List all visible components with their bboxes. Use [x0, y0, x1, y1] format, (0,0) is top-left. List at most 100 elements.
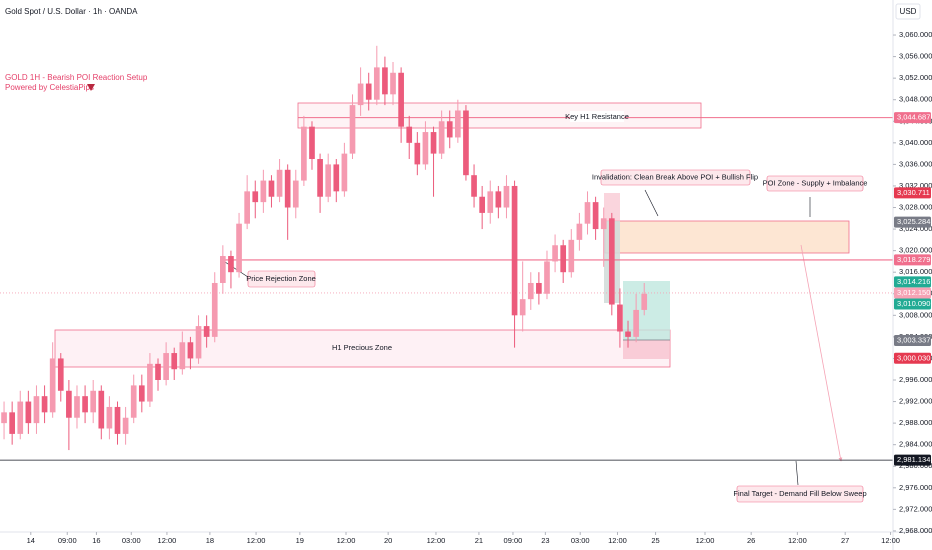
- candle-body: [66, 390, 72, 418]
- candle-body: [244, 191, 250, 224]
- candle-body: [138, 385, 145, 402]
- subtitle: GOLD 1H - Bearish POI Reaction Setup: [5, 73, 148, 82]
- currency-box: [895, 3, 921, 20]
- notes: Key H1 Resistance Invalidation: Clean Br…: [5, 7, 868, 503]
- x-tick-label: 09:00: [504, 536, 523, 545]
- annotation: Price Rejection Zone: [246, 274, 316, 283]
- candle-body: [560, 245, 567, 273]
- candle-body: [406, 126, 413, 143]
- x-tick-label: 12:00: [337, 536, 356, 545]
- price-label-box: [894, 112, 931, 124]
- x-tick-label: 03:00: [122, 536, 141, 545]
- candle-body: [357, 83, 364, 106]
- annotation: Key H1 Resistance: [565, 112, 629, 121]
- candle-body: [430, 132, 437, 154]
- candle-body: [114, 406, 121, 434]
- annotation: Invalidation: Clean Break Above POI + Bu…: [592, 172, 758, 181]
- price-label-box: [894, 454, 931, 466]
- x-tick-label: 20: [384, 536, 392, 545]
- price-label: 3,012.150: [897, 288, 930, 297]
- x-tick-label: 25: [651, 536, 659, 545]
- candle-body: [390, 72, 396, 95]
- y-tick-label: 3,040.000: [899, 138, 932, 147]
- pointer: [795, 460, 799, 486]
- candle-body: [276, 169, 283, 197]
- price-label-box: [894, 216, 931, 228]
- price-label-box: [894, 298, 931, 310]
- x-tick-label: 03:00: [571, 536, 590, 545]
- label-bg: [570, 111, 624, 122]
- x-tick-label: 21: [475, 536, 483, 545]
- y-tick-label: 2,968.000: [899, 526, 932, 535]
- candle-body: [211, 282, 218, 337]
- candle-body: [82, 396, 88, 413]
- x-tick-label: 26: [747, 536, 755, 545]
- candle-body: [9, 412, 15, 434]
- y-tick-label: 2,992.000: [899, 397, 932, 406]
- candle-body: [228, 256, 234, 273]
- candle-body: [333, 164, 340, 192]
- y-tick-label: 2,984.000: [899, 440, 932, 449]
- candle-body: [552, 245, 558, 262]
- candle-body: [187, 342, 194, 359]
- y-tick-label: 2,996.000: [899, 375, 932, 384]
- icon: [87, 84, 95, 91]
- price-label: 3,000.030: [897, 353, 930, 362]
- poi-zone: [604, 220, 850, 254]
- price-label: 3,044.687: [897, 113, 930, 122]
- y-tick-label: 2,988.000: [899, 418, 932, 427]
- y-tick-label: 3,008.000: [899, 310, 932, 319]
- candle-body: [220, 256, 226, 283]
- price-label-box: [894, 276, 931, 288]
- price-label: 3,030.711: [897, 188, 930, 197]
- candle-body: [33, 396, 40, 424]
- candle-body: [268, 180, 275, 197]
- candle-body: [203, 326, 210, 337]
- y-tick-label: 3,020.000: [899, 246, 932, 255]
- price-label: 3,025.284: [897, 217, 930, 226]
- x-tick-label: 19: [296, 536, 304, 545]
- candle-body: [341, 153, 348, 192]
- candle-body: [536, 282, 542, 294]
- candle-body: [90, 390, 97, 413]
- y-tick-label: 3,048.000: [899, 95, 932, 104]
- candle-body: [617, 304, 623, 332]
- label-box: [247, 270, 316, 288]
- y-tick-label: 3,036.000: [899, 159, 932, 168]
- candle-body: [163, 353, 169, 380]
- candle-body: [641, 293, 648, 310]
- label-box: [736, 485, 864, 503]
- candle-body: [252, 191, 259, 203]
- candle-body: [471, 175, 477, 197]
- candle-body: [325, 164, 332, 197]
- candle-body: [122, 417, 129, 434]
- candle-body: [155, 363, 161, 380]
- candle-body: [317, 159, 323, 197]
- candle-body: [284, 169, 291, 208]
- annotation: POI Zone - Supply + Imbalance: [763, 178, 868, 187]
- price-label: 3,003.337: [897, 335, 930, 344]
- y-tick-label: 2,980.000: [899, 461, 932, 470]
- x-tick-label: 14: [27, 536, 35, 545]
- candle-body: [422, 132, 429, 165]
- stop-box: [623, 340, 670, 359]
- price-label-box: [894, 334, 931, 346]
- candle-body: [463, 110, 469, 176]
- candle-body: [608, 218, 615, 305]
- candle-body: [576, 223, 583, 240]
- candle-body: [41, 396, 48, 413]
- target-box: [623, 281, 670, 340]
- x-tick-label: 12:00: [696, 536, 715, 545]
- annotation: Final Target - Demand Fill Below Sweep: [733, 489, 866, 498]
- candle-body: [544, 261, 550, 294]
- y-tick-label: 3,032.000: [899, 181, 932, 190]
- candle-body: [260, 180, 267, 203]
- x-tick-label: 27: [841, 536, 849, 545]
- candle-body: [398, 72, 404, 127]
- price-label: 3,018.279: [897, 255, 930, 264]
- candle-body: [349, 105, 356, 154]
- candle-body: [179, 342, 186, 370]
- drawings: [54, 102, 850, 486]
